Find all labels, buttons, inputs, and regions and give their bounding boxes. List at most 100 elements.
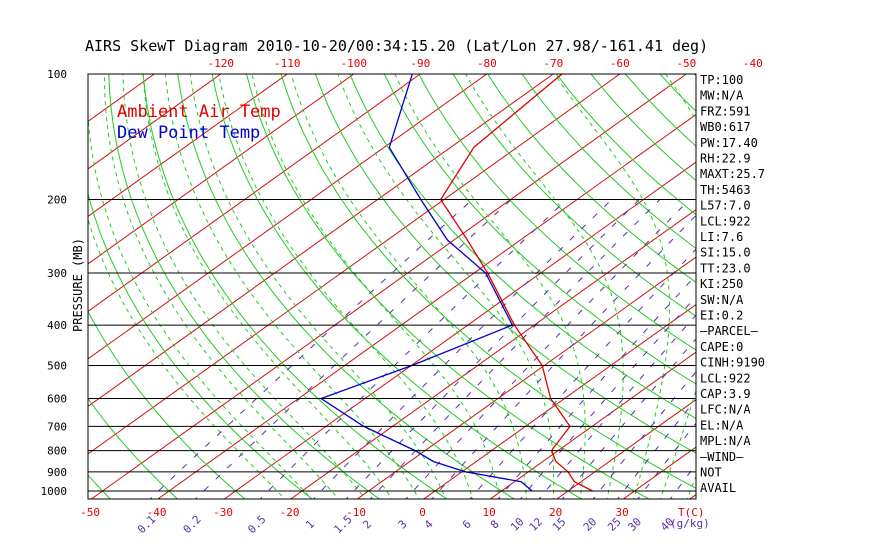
dry-adiabat-line <box>832 74 870 502</box>
isotherm-line <box>489 351 696 499</box>
mixing-ratio-tick-label: 0.2 <box>181 513 204 536</box>
isotherm-line <box>88 74 355 265</box>
isotherm-line <box>753 74 870 502</box>
index-item: TP:100 <box>700 73 743 87</box>
dry-adiabat-line <box>487 74 696 283</box>
mixing-ratio-line <box>405 199 690 499</box>
index-item: MPL:N/A <box>700 434 751 448</box>
moist-adiabat-line <box>337 74 555 499</box>
isotherm-line <box>88 74 621 455</box>
mixing-ratio-line <box>561 338 696 499</box>
mixing-ratio-line <box>312 199 612 499</box>
pressure-tick-label: 400 <box>47 319 67 332</box>
pressure-tick-label: 1000 <box>41 485 68 498</box>
air-temp-line <box>439 74 593 492</box>
mixing-ratio-tick-label: 3 <box>396 518 410 532</box>
index-item: FRZ:591 <box>700 104 751 118</box>
sounding-series <box>319 74 593 492</box>
pressure-axis-labels: 100 200 300 400 500 600 700 800 900 1000 <box>41 68 68 498</box>
top-temp-tick-label: -80 <box>477 57 497 70</box>
isotherm-line <box>88 74 288 217</box>
moist-adiabat-line <box>122 74 366 499</box>
index-item: TH:5463 <box>700 183 751 197</box>
dry-adiabat-line <box>763 74 870 502</box>
index-item: EI:0.2 <box>700 309 743 323</box>
top-temp-tick-label: -60 <box>610 57 630 70</box>
mixing-ratio-line <box>259 199 567 499</box>
mixing-ratio-line <box>345 199 640 499</box>
index-item: PW:17.40 <box>700 136 758 150</box>
top-temp-tick-label: -70 <box>543 57 563 70</box>
dry-adiabat-line <box>349 74 696 420</box>
mixing-ratio-unit-label: (g/kg) <box>670 517 710 530</box>
mixing-ratio-lines <box>149 199 696 499</box>
index-item: TT:23.0 <box>700 261 751 275</box>
index-item: —WIND— <box>700 450 744 464</box>
isotherm-line <box>88 74 554 407</box>
top-temp-tick-label: -100 <box>341 57 368 70</box>
mixing-ratio-tick-label: 8 <box>488 518 502 532</box>
mixing-ratio-line <box>497 274 696 499</box>
pressure-tick-label: 600 <box>47 393 67 406</box>
index-item: RH:22.9 <box>700 152 751 166</box>
dry-adiabat-line <box>88 474 111 499</box>
mixing-ratio-line <box>538 314 696 499</box>
bottom-temp-tick-label: 30 <box>615 506 628 519</box>
moist-adiabat-line <box>394 74 586 499</box>
index-item: SI:15.0 <box>700 246 751 260</box>
index-item: KI:250 <box>700 277 743 291</box>
moist-adiabat-line <box>465 74 624 499</box>
isotherm-line <box>0 74 21 502</box>
top-temp-tick-label: -110 <box>274 57 301 70</box>
pressure-tick-label: 200 <box>47 194 67 207</box>
index-item: EL:N/A <box>700 418 744 432</box>
bottom-temp-tick-label: 20 <box>549 506 562 519</box>
dry-adiabat-line <box>314 74 696 454</box>
mixing-ratio-tick-label: 6 <box>460 518 474 532</box>
moist-adiabat-line <box>290 74 527 499</box>
pressure-tick-label: 300 <box>47 267 67 280</box>
legend-dew-point: Dew Point Temp <box>117 123 260 143</box>
mixing-ratio-line <box>592 371 696 499</box>
top-temp-tick-label: -90 <box>410 57 430 70</box>
mixing-ratio-line <box>637 422 696 499</box>
mixing-ratio-tick-label: 20 <box>581 515 600 534</box>
isotherm-line <box>555 398 696 499</box>
index-item: CAP:3.9 <box>700 387 751 401</box>
legend-air-temp: Ambient Air Temp <box>117 102 281 122</box>
index-item: CINH:9190 <box>700 356 765 370</box>
pressure-tick-label: 700 <box>47 420 67 433</box>
dry-adiabat-line <box>521 74 696 250</box>
index-item: LCL:922 <box>700 214 751 228</box>
dry-adiabat-line <box>246 74 650 499</box>
index-item: MW:N/A <box>700 89 744 103</box>
bottom-temp-tick-label: -10 <box>346 506 366 519</box>
top-temp-tick-label: -40 <box>743 57 763 70</box>
dry-adiabat-line <box>867 74 870 502</box>
index-item: —PARCEL— <box>700 324 759 338</box>
mixing-ratio-line <box>194 199 512 499</box>
isotherm-line <box>422 303 696 499</box>
mixing-ratio-line <box>519 295 696 499</box>
index-item: L57:7.0 <box>700 199 751 213</box>
dry-adiabat-line <box>452 74 696 317</box>
isotherm-line <box>223 161 696 499</box>
top-temp-tick-label: -50 <box>676 57 696 70</box>
dry-adiabat-line <box>798 74 870 502</box>
pressure-tick-label: 900 <box>47 466 67 479</box>
pressure-level-lines <box>88 199 696 492</box>
bottom-temp-tick-label: -20 <box>280 506 300 519</box>
dry-adiabat-line <box>659 74 696 112</box>
pressure-tick-label: 100 <box>47 68 67 81</box>
bottom-temp-axis: -50 -40 -30 -20 -10 0 10 20 30 <box>80 506 629 519</box>
bottom-temp-tick-label: 0 <box>419 506 426 519</box>
isotherm-line <box>90 74 687 499</box>
isotherm-line <box>88 74 421 312</box>
mixing-ratio-line <box>469 248 696 499</box>
mixing-ratio-line <box>669 463 696 499</box>
pressure-tick-label: 500 <box>47 360 67 373</box>
isotherm-line <box>88 74 222 170</box>
mixing-ratio-tick-label: 0.5 <box>245 513 268 536</box>
